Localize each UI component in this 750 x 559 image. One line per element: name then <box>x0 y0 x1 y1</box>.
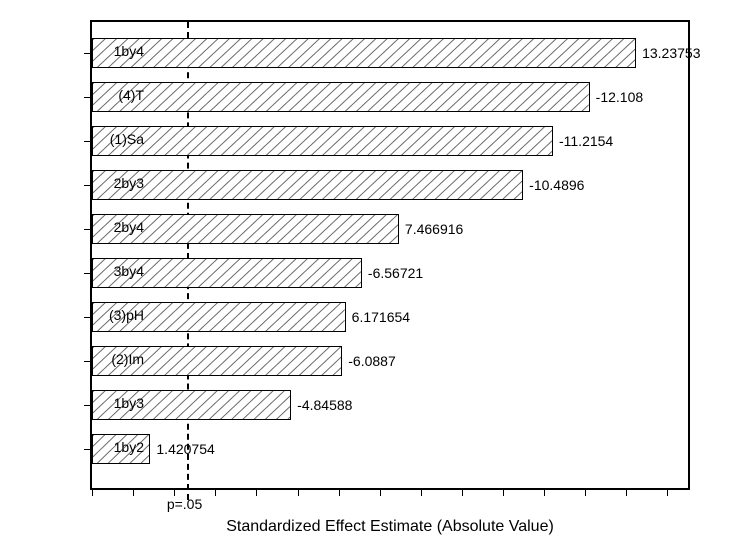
x-tick <box>298 488 299 496</box>
x-tick <box>215 488 216 496</box>
plot-area: 13.23753 -12.108 -11.2154 -10.4896 <box>90 20 690 490</box>
bar-value-label: 13.23753 <box>636 45 700 61</box>
bar-value-label: -4.84588 <box>291 397 352 413</box>
bar-value-label: 1.420754 <box>150 441 214 457</box>
bars-container: 13.23753 -12.108 -11.2154 -10.4896 <box>92 22 688 488</box>
y-category-label: (1)Sa <box>64 131 144 147</box>
pareto-chart: 13.23753 -12.108 -11.2154 -10.4896 <box>0 0 750 559</box>
bar-row: -12.108 <box>92 82 590 112</box>
x-tick <box>92 488 93 496</box>
y-category-label: 1by2 <box>64 439 144 455</box>
bar-value-label: -6.0887 <box>342 353 395 369</box>
y-category-label: 1by3 <box>64 395 144 411</box>
bar-value-label: 6.171654 <box>346 309 410 325</box>
bar-value-label: -10.4896 <box>523 177 584 193</box>
y-category-label: 1by4 <box>64 43 144 59</box>
x-axis-ticks <box>92 488 688 496</box>
x-tick <box>133 488 134 496</box>
y-category-label: (4)T <box>64 87 144 103</box>
y-category-label: 3by4 <box>64 263 144 279</box>
x-tick <box>585 488 586 496</box>
x-tick <box>626 488 627 496</box>
x-tick <box>256 488 257 496</box>
x-tick <box>339 488 340 496</box>
y-category-label: (3)pH <box>64 307 144 323</box>
bar-value-label: 7.466916 <box>399 221 463 237</box>
bar <box>92 82 590 112</box>
bar-value-label: -12.108 <box>590 89 643 105</box>
x-tick <box>544 488 545 496</box>
significance-label: p=.05 <box>167 496 202 512</box>
x-tick <box>667 488 668 496</box>
bar-value-label: -6.56721 <box>362 265 423 281</box>
x-axis-title: Standardized Effect Estimate (Absolute V… <box>226 518 554 536</box>
bar <box>92 170 523 200</box>
x-tick <box>380 488 381 496</box>
bar-row: -10.4896 <box>92 170 523 200</box>
x-tick <box>462 488 463 496</box>
bar <box>92 126 553 156</box>
bar-value-label: -11.2154 <box>553 133 613 149</box>
x-tick <box>421 488 422 496</box>
bar-row: -11.2154 <box>92 126 553 156</box>
bar <box>92 38 636 68</box>
y-category-label: 2by4 <box>64 219 144 235</box>
bar-row: 13.23753 <box>92 38 636 68</box>
y-category-label: 2by3 <box>64 175 144 191</box>
y-category-label: (2)Im <box>64 351 144 367</box>
x-tick <box>174 488 175 496</box>
x-tick <box>503 488 504 496</box>
